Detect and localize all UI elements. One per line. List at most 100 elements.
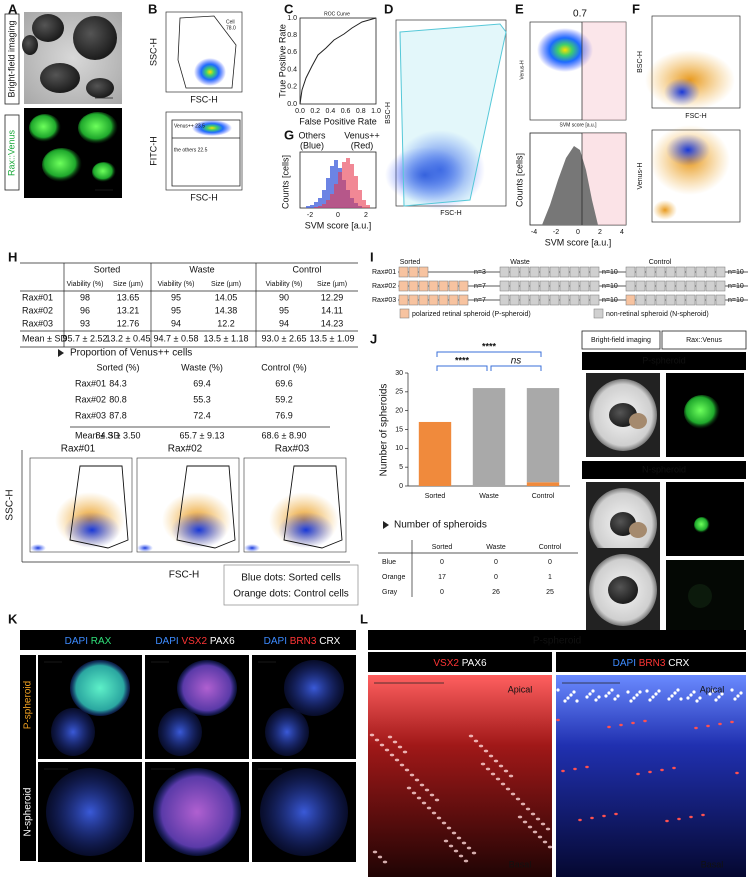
nucleus [643,719,647,723]
spheroid-box [645,280,656,292]
x-tick-label: 0.6 [341,108,351,115]
gate-label: the others 22.5 [174,147,208,153]
micrograph [368,675,552,877]
table-cell: 96 [80,305,90,315]
n-spheroid-box [579,280,590,292]
spheroid-box [665,294,676,306]
axis-label: SSC-H [5,489,16,520]
nucleus [480,762,486,766]
nucleus [448,844,454,848]
legend-note: (Blue) [300,140,324,150]
table-cell: 26 [492,589,500,596]
n-spheroid-box [559,280,570,292]
n-spheroid-box [509,266,520,278]
stain-label: DAPI RAX [65,636,112,647]
nucleus [591,689,595,693]
density [192,120,232,136]
table-cell: 55.3 [193,394,211,404]
hist-bar [314,202,318,208]
spheroid-box [705,294,716,306]
nucleus [590,816,594,820]
section-title: Number of spheroids [394,520,487,531]
hist-bar [330,166,334,208]
nucleus [503,769,509,773]
tissue [70,660,130,716]
nucleus [537,835,543,839]
nucleus [473,739,479,743]
nucleus [394,758,400,762]
spheroid-box [695,266,706,278]
x-tick-label: 4 [620,229,624,236]
axis-label: BSC-H [637,51,644,73]
nucleus [660,768,664,772]
spheroid-box [705,266,716,278]
x-tick-label: -4 [531,229,537,236]
panel-label: A [8,1,18,16]
stain-word: DAPI [613,658,636,669]
group-header: Waste [510,259,530,266]
table-header: Waste (%) [181,362,223,372]
density [666,134,710,166]
histogram [542,146,598,225]
nucleus [686,696,690,700]
gate-label: Cell [226,19,235,25]
density [385,147,465,203]
table-header: Sorted [432,544,453,551]
axis-label: Number of spheroids [379,384,390,477]
table-cell: 13.5 ± 1.09 [310,333,355,343]
p-spheroid-box [438,294,449,306]
debris [137,544,153,552]
stain-word: CRX [668,658,689,669]
table-cell: 94 [279,318,289,328]
nucleus [387,735,393,739]
panel-label: D [384,1,393,16]
p-spheroid-box [398,266,409,278]
nucleus [416,796,422,800]
x-tick-label: 0.8 [356,108,366,115]
table-cell: 69.6 [275,378,293,388]
legend-entry: Orange dots: Control cells [233,589,349,600]
p-spheroid-box [398,280,409,292]
table-cell: 12.2 [217,318,235,328]
p-spheroid-box [408,266,419,278]
nucleus [495,777,501,781]
spheroid-box [675,266,686,278]
stain-word: BRN3 [639,658,666,669]
table-cell: 94.7 ± 0.58 [154,333,199,343]
nucleus [613,697,617,701]
table-subheader: Viability (%) [67,281,104,288]
density [653,200,677,220]
nucleus [535,817,541,821]
hist-bar [322,204,326,208]
panel-label: E [515,1,524,16]
table-cell: 84.3 ± 3.50 [96,430,141,440]
gate-value: 78.0 [226,25,236,31]
hist-bar [326,178,330,208]
tissue [284,660,344,716]
spheroid-box [645,266,656,278]
panel-label: H [8,249,17,264]
bullet [58,349,64,357]
spheroid-box [685,294,696,306]
n-spheroid-box [549,266,560,278]
nucleus [672,766,676,770]
spheroid-box [635,266,646,278]
spheroid-box [625,294,636,306]
nucleus [645,689,649,693]
n-label: n=10 [602,269,618,276]
nucleus [651,695,655,699]
table-cell: 14.05 [215,292,238,302]
panel-label: L [360,611,368,626]
nucleus [602,814,606,818]
panel-label: B [148,1,157,16]
n-label: n=10 [728,297,744,304]
x-tick-label: 2 [364,212,368,219]
orientation-label: Apical [700,684,725,694]
table-subheader: Size (µm) [113,281,143,288]
axis-label: Counts [cells] [280,155,290,209]
nucleus [463,859,469,863]
nucleus [718,722,722,726]
table-header: Waste [189,264,214,274]
orientation-label: Basal [509,859,532,869]
nucleus [505,787,511,791]
